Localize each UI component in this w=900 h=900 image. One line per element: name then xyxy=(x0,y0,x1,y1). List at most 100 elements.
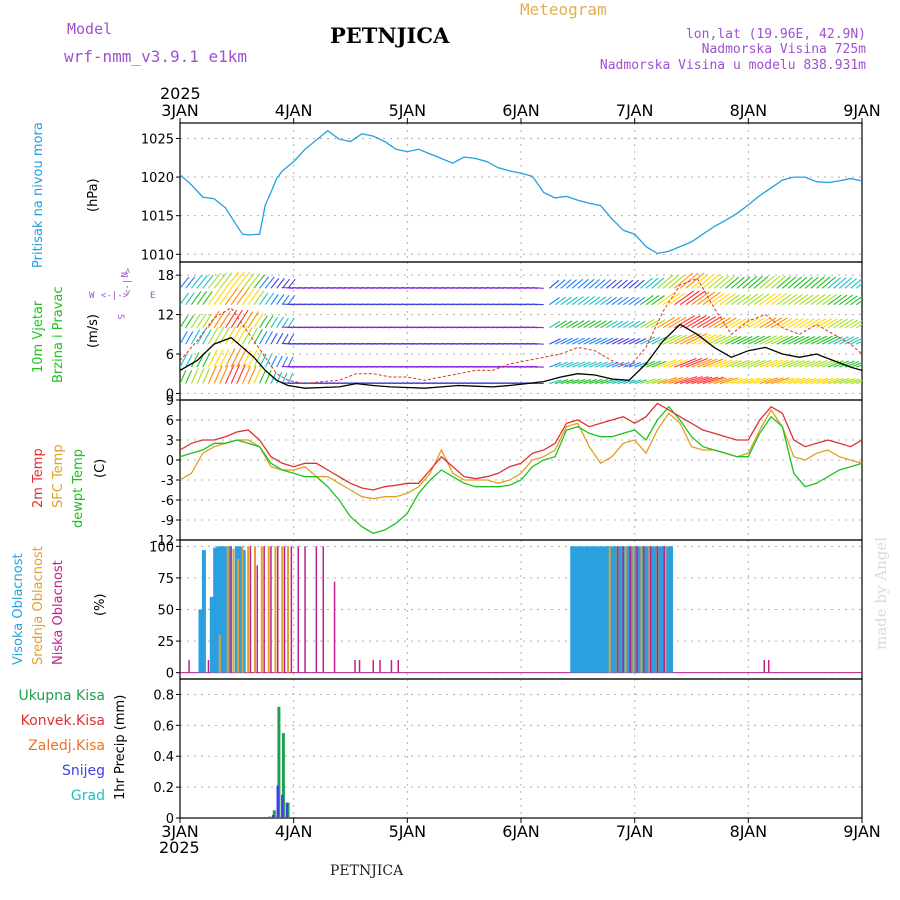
temperature-ytick-label: -3 xyxy=(161,474,174,489)
cloud-bar-high xyxy=(611,546,616,673)
cloud-bar-high xyxy=(241,550,246,673)
wind-vector xyxy=(713,317,731,329)
wind-vector xyxy=(185,353,193,368)
wind-vector xyxy=(180,370,187,384)
wind-vector xyxy=(185,292,195,306)
wind-vector xyxy=(782,335,799,345)
cloud-bar-low xyxy=(263,546,265,673)
x-tick-label-top: 3JAN xyxy=(161,101,199,120)
wind-vector xyxy=(640,295,654,306)
wind-vector xyxy=(583,337,597,345)
wind-vector xyxy=(264,276,275,289)
wind-vector xyxy=(213,310,226,329)
wind-vector xyxy=(281,372,288,384)
temp-line-2m xyxy=(179,402,863,491)
cloud-bar-low xyxy=(379,660,381,673)
wind-vector xyxy=(560,279,572,289)
cloud-bar-high xyxy=(624,546,629,673)
wind-vector xyxy=(276,371,283,384)
cloud-bar-mid xyxy=(608,546,611,673)
wind-vector xyxy=(600,361,614,368)
wind-vector xyxy=(816,276,831,289)
wind-vector xyxy=(804,318,821,329)
precip-panel: 0 0.2 0.4 0.6 0.8 xyxy=(153,678,863,827)
wind-vector xyxy=(554,320,567,329)
cloud-bar-mid xyxy=(640,546,643,673)
cloud-bar-high xyxy=(223,546,228,673)
wind-ylabel: 10m Vjetar xyxy=(31,300,46,373)
wind-vector xyxy=(549,320,561,329)
wind-vector xyxy=(742,275,758,289)
wind-vector xyxy=(224,325,237,345)
wind-vector xyxy=(617,279,628,289)
wind-vector xyxy=(225,287,239,306)
wind-vector xyxy=(776,276,791,289)
wind-vector xyxy=(753,317,771,329)
x-tick-label-top: 8JAN xyxy=(730,101,768,120)
wind-vector xyxy=(731,360,748,368)
cloud-bar-low xyxy=(372,660,374,673)
precip-bar-total xyxy=(277,706,281,818)
wind-vector xyxy=(531,286,544,289)
wind-vector xyxy=(634,296,646,306)
wind-vector xyxy=(856,364,862,368)
wind-vector xyxy=(736,336,753,345)
wind-vector xyxy=(674,333,696,345)
wind-vector xyxy=(748,359,766,368)
cloud-bar-high xyxy=(201,550,206,673)
wind-vector xyxy=(776,359,794,368)
wind-vector xyxy=(810,377,829,385)
wind-vector xyxy=(253,351,263,368)
wind-vector xyxy=(708,377,727,385)
wind-vector xyxy=(799,294,814,306)
wind-vector xyxy=(719,275,735,289)
x-tick-label-bottom: 5JAN xyxy=(389,822,427,841)
wind-vector xyxy=(611,337,624,345)
precip-ytick-label: 0.2 xyxy=(153,781,174,796)
cloud-bar-high xyxy=(226,546,231,673)
precip-ytick-label: 0.4 xyxy=(153,750,174,765)
wind-vector xyxy=(531,365,544,368)
wind-vector xyxy=(594,378,609,385)
x-tick-label-bottom: 7JAN xyxy=(616,822,654,841)
wind-vector xyxy=(850,337,862,345)
precip-bar-total xyxy=(281,733,285,818)
wind-vector xyxy=(588,361,603,368)
wind-vector xyxy=(588,320,602,329)
wind-vector xyxy=(622,296,634,306)
wind-vector xyxy=(657,376,678,385)
wind-vector xyxy=(844,278,857,289)
wind-vector xyxy=(571,337,585,345)
x-tick-label-top: 4JAN xyxy=(275,101,313,120)
wind-vector xyxy=(531,342,544,345)
wind-vector xyxy=(804,276,819,289)
wind-vector xyxy=(287,372,294,384)
wind-vector xyxy=(628,279,639,289)
wind-vector xyxy=(651,277,665,289)
wind-vector xyxy=(833,318,848,329)
wind-vector xyxy=(810,359,828,368)
wind-vector xyxy=(708,275,724,289)
wind-vector xyxy=(787,377,806,385)
wind-vector xyxy=(770,293,787,306)
wind-vector xyxy=(691,358,712,368)
wind-vector xyxy=(617,320,629,329)
wind-vector xyxy=(640,336,655,345)
temperature-ytick-label: -6 xyxy=(161,494,174,509)
cloud-bar-high xyxy=(198,609,203,673)
wind-vector xyxy=(736,360,754,368)
wind-vector xyxy=(611,296,623,306)
wind-vector xyxy=(736,276,751,289)
cloud-bar-high xyxy=(665,546,670,673)
wind-vector xyxy=(674,272,693,289)
wind-vector xyxy=(657,292,675,306)
wind-vector-field xyxy=(180,271,862,389)
wind-vector xyxy=(759,317,777,329)
wind-vector xyxy=(714,377,733,385)
wind-vector xyxy=(668,274,685,289)
wind-vector xyxy=(617,337,630,345)
cloud-bar-mid xyxy=(247,546,250,673)
wind-vector xyxy=(696,316,717,329)
cloud-bar-high xyxy=(590,546,595,673)
pressure-ytick-label: 1015 xyxy=(141,210,174,225)
